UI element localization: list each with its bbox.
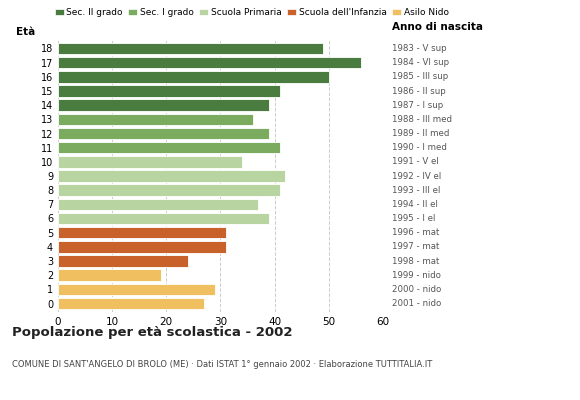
Text: 1999 - nido: 1999 - nido: [392, 271, 440, 280]
Bar: [58, 184, 280, 196]
Bar: [58, 156, 242, 168]
Text: 1990 - I med: 1990 - I med: [392, 143, 447, 152]
Text: 1997 - mat: 1997 - mat: [392, 242, 439, 251]
Text: 1995 - I el: 1995 - I el: [392, 214, 435, 223]
Bar: [58, 114, 253, 125]
Text: 1993 - III el: 1993 - III el: [392, 186, 440, 195]
Bar: [58, 198, 258, 210]
Bar: [58, 255, 188, 267]
Bar: [58, 71, 329, 83]
Text: 1996 - mat: 1996 - mat: [392, 228, 439, 237]
Text: 1984 - VI sup: 1984 - VI sup: [392, 58, 448, 67]
Text: Popolazione per età scolastica - 2002: Popolazione per età scolastica - 2002: [12, 326, 292, 339]
Text: 1987 - I sup: 1987 - I sup: [392, 101, 443, 110]
Text: 1991 - V el: 1991 - V el: [392, 157, 438, 166]
Bar: [58, 298, 204, 309]
Text: 1985 - III sup: 1985 - III sup: [392, 72, 448, 81]
Bar: [58, 57, 361, 68]
Bar: [58, 142, 280, 154]
Legend: Sec. II grado, Sec. I grado, Scuola Primaria, Scuola dell'Infanzia, Asilo Nido: Sec. II grado, Sec. I grado, Scuola Prim…: [51, 4, 452, 21]
Text: 1989 - II med: 1989 - II med: [392, 129, 449, 138]
Text: 1992 - IV el: 1992 - IV el: [392, 172, 441, 180]
Bar: [58, 43, 323, 54]
Bar: [58, 269, 161, 281]
Bar: [58, 85, 280, 97]
Bar: [58, 227, 226, 238]
Text: 1988 - III med: 1988 - III med: [392, 115, 451, 124]
Text: Età: Età: [16, 27, 35, 37]
Bar: [58, 284, 215, 295]
Text: 2001 - nido: 2001 - nido: [392, 299, 441, 308]
Bar: [58, 128, 269, 139]
Text: COMUNE DI SANT'ANGELO DI BROLO (ME) · Dati ISTAT 1° gennaio 2002 · Elaborazione : COMUNE DI SANT'ANGELO DI BROLO (ME) · Da…: [12, 360, 432, 369]
Bar: [58, 241, 226, 253]
Text: 2000 - nido: 2000 - nido: [392, 285, 441, 294]
Text: 1998 - mat: 1998 - mat: [392, 256, 439, 266]
Text: Anno di nascita: Anno di nascita: [392, 22, 483, 32]
Text: 1983 - V sup: 1983 - V sup: [392, 44, 446, 53]
Bar: [58, 99, 269, 111]
Text: 1986 - II sup: 1986 - II sup: [392, 86, 445, 96]
Text: 1994 - II el: 1994 - II el: [392, 200, 437, 209]
Bar: [58, 213, 269, 224]
Bar: [58, 170, 285, 182]
